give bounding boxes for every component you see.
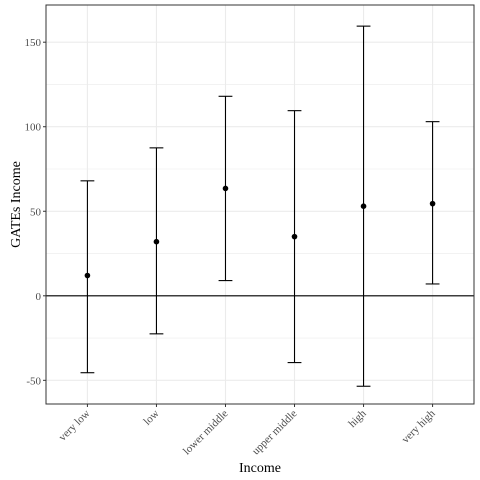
y-tick-label: -50 [26, 375, 41, 387]
estimate-point [429, 200, 436, 207]
estimate-points [84, 185, 436, 279]
y-tick-label: 50 [30, 206, 42, 218]
y-axis-ticks: -50 0 50 100 150 [25, 37, 46, 387]
panel-border [45, 4, 475, 405]
x-axis-title: Income [239, 461, 281, 476]
y-axis-title: GATEs Income [9, 161, 24, 248]
grid-lines [46, 5, 474, 404]
y-tick-label: 100 [25, 122, 42, 134]
estimate-point [291, 233, 298, 240]
panel-background [46, 5, 474, 404]
estimate-point [222, 185, 229, 192]
y-tick-label: 150 [25, 37, 42, 49]
estimate-point [153, 238, 160, 245]
estimate-point [360, 203, 367, 209]
y-tick-label: 0 [36, 291, 42, 303]
estimate-point [84, 272, 91, 279]
